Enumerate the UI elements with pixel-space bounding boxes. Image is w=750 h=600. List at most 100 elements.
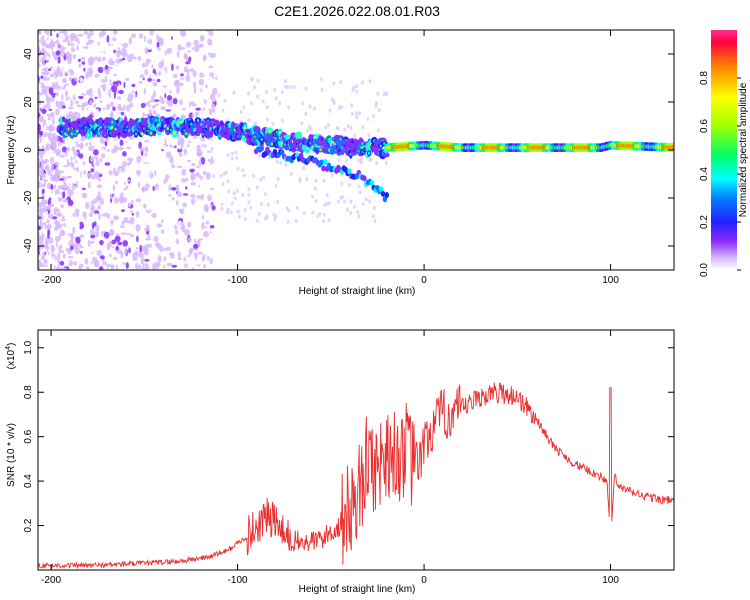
noise-cell xyxy=(202,170,207,176)
noise-cell xyxy=(59,46,65,52)
noise-cell xyxy=(83,242,88,250)
noise-cell xyxy=(53,161,60,166)
noise-cell xyxy=(203,264,207,269)
noise-cell xyxy=(200,176,204,181)
noise-cell xyxy=(204,212,209,221)
noise-cell xyxy=(147,77,153,82)
noise-cell xyxy=(279,160,282,165)
noise-cell xyxy=(115,264,118,270)
noise-cell xyxy=(118,83,121,91)
noise-cell xyxy=(164,93,167,99)
noise-cell xyxy=(46,114,52,117)
noise-cell xyxy=(165,161,171,169)
noise-cell xyxy=(41,35,45,41)
track-core xyxy=(76,129,79,133)
noise-cell xyxy=(60,87,66,90)
branch-cell xyxy=(384,192,389,198)
noise-cell xyxy=(308,124,312,129)
noise-cell xyxy=(41,39,47,48)
noise-cell xyxy=(226,179,230,184)
noise-cell xyxy=(38,62,41,68)
branch-cell xyxy=(319,159,324,166)
noise-cell xyxy=(155,113,161,118)
noise-cell xyxy=(172,73,178,79)
noise-cell xyxy=(207,52,213,56)
noise-cell xyxy=(198,159,202,166)
noise-cell xyxy=(226,152,230,157)
noise-cell xyxy=(123,138,127,145)
noise-cell xyxy=(188,141,192,144)
branch-cell xyxy=(369,180,375,186)
noise-cell xyxy=(94,56,98,61)
noise-cell xyxy=(130,210,133,213)
noise-cell xyxy=(53,141,57,150)
noise-cell xyxy=(176,90,180,94)
noise-cell xyxy=(128,186,131,192)
noise-cell xyxy=(93,107,96,113)
noise-cell xyxy=(255,185,259,190)
noise-cell xyxy=(44,254,51,261)
noise-cell xyxy=(166,47,173,54)
noise-cell xyxy=(88,146,94,151)
noise-cell xyxy=(47,168,52,177)
noise-cell xyxy=(41,82,45,90)
noise-cell xyxy=(50,246,56,252)
colorbar-gradient xyxy=(711,30,737,270)
noise-cell xyxy=(197,198,200,203)
noise-cell xyxy=(148,164,154,172)
noise-cell xyxy=(131,83,136,88)
noise-cell xyxy=(364,197,368,202)
noise-cell xyxy=(229,210,233,215)
noise-cell xyxy=(304,86,308,91)
noise-cell xyxy=(40,75,44,79)
noise-cell xyxy=(139,74,145,79)
noise-cell xyxy=(182,193,189,196)
noise-cell xyxy=(78,153,84,159)
noise-cell xyxy=(55,50,61,56)
noise-cell xyxy=(109,79,112,83)
noise-cell xyxy=(51,133,57,136)
noise-cell xyxy=(137,264,142,270)
noise-cell xyxy=(146,208,152,214)
noise-cell xyxy=(85,142,88,147)
noise-cell xyxy=(171,164,175,168)
noise-cell xyxy=(122,42,129,49)
noise-cell xyxy=(301,101,305,106)
noise-cell xyxy=(90,111,93,115)
noise-cell xyxy=(176,188,180,193)
noise-cell xyxy=(85,201,90,210)
noise-cell xyxy=(40,232,45,241)
branch-cell xyxy=(379,186,384,193)
noise-cell xyxy=(159,135,162,141)
noise-cell xyxy=(81,266,87,270)
noise-cell xyxy=(53,184,57,189)
noise-cell xyxy=(38,33,42,40)
noise-cell xyxy=(114,180,119,185)
noise-cell xyxy=(232,191,236,196)
noise-cell xyxy=(241,168,245,173)
noise-cell xyxy=(234,150,238,155)
noise-cell xyxy=(45,166,49,170)
noise-cell xyxy=(117,39,122,48)
noise-cell xyxy=(203,144,207,149)
noise-cell xyxy=(252,173,256,178)
noise-cell xyxy=(126,54,133,63)
noise-cell xyxy=(119,225,126,229)
track-core xyxy=(89,119,92,123)
noise-cell xyxy=(235,188,239,193)
noise-cell xyxy=(295,205,299,210)
noise-cell xyxy=(47,117,52,121)
noise-cell xyxy=(38,47,41,55)
track-core xyxy=(337,148,341,152)
x-tick-label: 0 xyxy=(421,575,427,586)
noise-cell xyxy=(286,85,289,90)
noise-cell xyxy=(139,244,142,253)
noise-cell xyxy=(181,107,187,111)
noise-cell xyxy=(212,174,216,179)
noise-cell xyxy=(107,213,111,220)
noise-cell xyxy=(192,70,197,78)
noise-cell xyxy=(63,213,70,217)
noise-cell xyxy=(38,161,41,169)
noise-cell xyxy=(280,118,284,123)
noise-cell xyxy=(189,249,192,257)
